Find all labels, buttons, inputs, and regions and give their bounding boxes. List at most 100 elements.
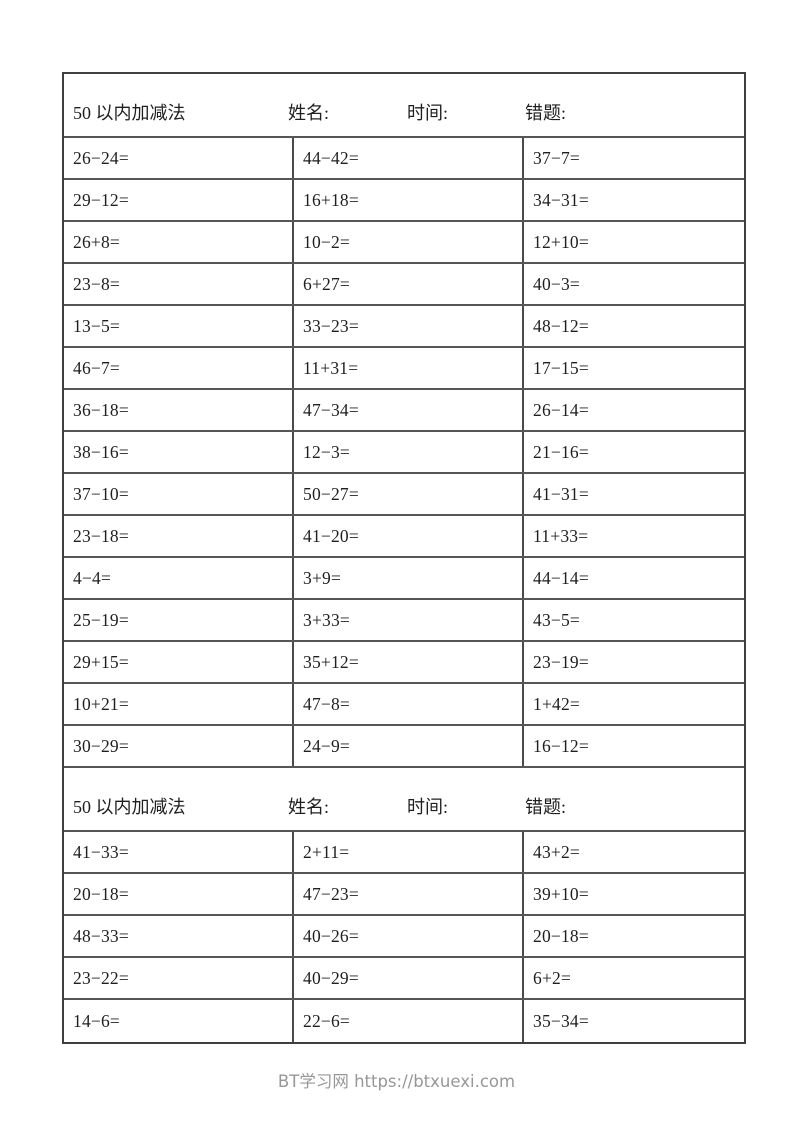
problem-text: 24−9= (303, 735, 350, 756)
problem-cell: 10−2= (294, 222, 524, 262)
problem-cell: 48−12= (524, 306, 744, 346)
problem-cell: 23−22= (64, 958, 294, 998)
problem-cell: 10+21= (64, 684, 294, 724)
problem-text: 23−8= (73, 273, 120, 294)
problem-cell: 21−16= (524, 432, 744, 472)
problem-cell: 38−16= (64, 432, 294, 472)
problem-cell: 24−9= (294, 726, 524, 766)
problem-cell: 40−3= (524, 264, 744, 304)
problem-text: 17−15= (533, 357, 589, 378)
problem-cell: 11+31= (294, 348, 524, 388)
problem-cell: 44−42= (294, 138, 524, 178)
problem-text: 41−33= (73, 841, 129, 862)
problem-text: 35−34= (533, 1010, 589, 1031)
problem-row: 48−33= 40−26= 20−18= (64, 916, 744, 958)
problem-row: 38−16= 12−3= 21−16= (64, 432, 744, 474)
problem-text: 44−42= (303, 147, 359, 168)
problem-cell: 12−3= (294, 432, 524, 472)
problem-cell: 48−33= (64, 916, 294, 956)
problem-text: 23−19= (533, 651, 589, 672)
problem-cell: 25−19= (64, 600, 294, 640)
problem-cell: 46−7= (64, 348, 294, 388)
problem-text: 6+2= (533, 967, 572, 988)
problem-text: 23−22= (73, 967, 129, 988)
problem-cell: 13−5= (64, 306, 294, 346)
problem-text: 10−2= (303, 231, 350, 252)
problem-row: 37−10= 50−27= 41−31= (64, 474, 744, 516)
problem-text: 35+12= (303, 651, 359, 672)
problem-cell: 23−18= (64, 516, 294, 556)
problem-rows: 26−24= 44−42= 37−7= 29−12= 16+18= 34−31= 26+8=… (64, 138, 744, 768)
problem-text: 4−4= (73, 567, 112, 588)
problem-text: 34−31= (533, 189, 589, 210)
problem-row: 23−22= 40−29= 6+2= (64, 958, 744, 1000)
problem-cell: 43+2= (524, 832, 744, 872)
problem-cell: 41−33= (64, 832, 294, 872)
problem-cell: 4−4= (64, 558, 294, 598)
problem-cell: 23−19= (524, 642, 744, 682)
problem-text: 16+18= (303, 189, 359, 210)
problem-cell: 16−12= (524, 726, 744, 766)
problem-text: 43+2= (533, 841, 580, 862)
problem-row: 25−19= 3+33= 43−5= (64, 600, 744, 642)
problem-text: 29+15= (73, 651, 129, 672)
time-label: 时间: (407, 103, 449, 123)
problem-text: 16−12= (533, 735, 589, 756)
wrong-answers-label: 错题: (525, 103, 567, 123)
problem-text: 26−24= (73, 147, 129, 168)
section-header: 50 以内加减法 姓名: 时间: 错题: (64, 74, 744, 138)
problem-text: 47−34= (303, 399, 359, 420)
problem-text: 40−3= (533, 273, 580, 294)
problem-row: 20−18= 47−23= 39+10= (64, 874, 744, 916)
problem-cell: 2+11= (294, 832, 524, 872)
name-label: 姓名: (288, 103, 330, 123)
problem-row: 23−8= 6+27= 40−3= (64, 264, 744, 306)
problem-text: 43−5= (533, 609, 580, 630)
problem-cell: 47−23= (294, 874, 524, 914)
time-label: 时间: (407, 797, 449, 817)
problem-row: 14−6= 22−6= 35−34= (64, 1000, 744, 1042)
problem-text: 26+8= (73, 231, 120, 252)
problem-row: 41−33= 2+11= 43+2= (64, 832, 744, 874)
problem-text: 40−29= (303, 967, 359, 988)
problem-text: 46−7= (73, 357, 120, 378)
problem-cell: 40−26= (294, 916, 524, 956)
problem-text: 1+42= (533, 693, 580, 714)
problem-cell: 26−24= (64, 138, 294, 178)
problem-text: 37−7= (533, 147, 580, 168)
problem-cell: 20−18= (524, 916, 744, 956)
problem-cell: 39+10= (524, 874, 744, 914)
worksheet-section-1: 50 以内加减法 姓名: 时间: 错题: 26−24= 44−42= 37−7= 29… (64, 74, 744, 768)
problem-cell: 41−31= (524, 474, 744, 514)
problem-cell: 23−8= (64, 264, 294, 304)
problem-rows: 41−33= 2+11= 43+2= 20−18= 47−23= 39+10= 48−33=… (64, 832, 744, 1042)
problem-cell: 20−18= (64, 874, 294, 914)
problem-row: 13−5= 33−23= 48−12= (64, 306, 744, 348)
problem-cell: 37−10= (64, 474, 294, 514)
problem-text: 40−26= (303, 925, 359, 946)
problem-text: 11+31= (303, 357, 359, 378)
problem-text: 3+9= (303, 567, 342, 588)
problem-row: 36−18= 47−34= 26−14= (64, 390, 744, 432)
problem-cell: 47−34= (294, 390, 524, 430)
problem-text: 25−19= (73, 609, 129, 630)
problem-cell: 30−29= (64, 726, 294, 766)
wrong-answers-label: 错题: (525, 797, 567, 817)
problem-text: 2+11= (303, 841, 350, 862)
problem-text: 26−14= (533, 399, 589, 420)
problem-text: 13−5= (73, 315, 120, 336)
problem-cell: 3+9= (294, 558, 524, 598)
problem-cell: 35+12= (294, 642, 524, 682)
problem-text: 50−27= (303, 483, 359, 504)
problem-cell: 17−15= (524, 348, 744, 388)
name-label: 姓名: (288, 797, 330, 817)
problem-text: 33−23= (303, 315, 359, 336)
problem-text: 20−18= (73, 883, 129, 904)
problem-row: 26+8= 10−2= 12+10= (64, 222, 744, 264)
problem-text: 47−8= (303, 693, 350, 714)
problem-cell: 33−23= (294, 306, 524, 346)
problem-text: 41−31= (533, 483, 589, 504)
problem-text: 11+33= (533, 525, 589, 546)
problem-cell: 44−14= (524, 558, 744, 598)
